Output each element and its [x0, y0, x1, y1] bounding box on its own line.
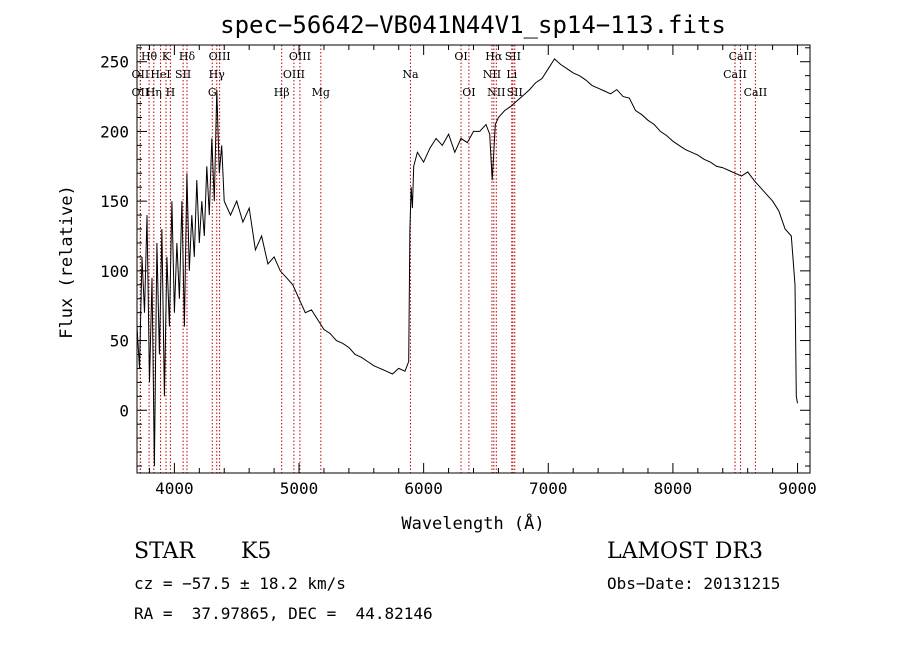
chart-title: spec−56642−VB041N44V1_sp14−113.fits: [220, 11, 726, 39]
line-label-21: NII: [487, 86, 505, 99]
line-label-2: OII: [132, 68, 150, 81]
y-tick-label-0: 0: [119, 401, 129, 420]
x-tick-label-0: 4000: [155, 479, 194, 498]
line-label-12: Hβ: [274, 86, 290, 99]
line-label-26: CaII: [729, 50, 753, 63]
line-label-0: OII: [132, 86, 150, 99]
y-tick-label-1: 50: [110, 332, 129, 351]
line-label-15: Mg: [312, 86, 330, 99]
coordinates-text: RA = 37.97865, DEC = 44.82146: [134, 604, 433, 623]
x-axis-label: Wavelength (Å): [401, 512, 544, 534]
line-label-14: OIII: [289, 50, 311, 63]
spectrum-line: [136, 58, 798, 467]
line-label-1: Hθ: [141, 50, 158, 63]
line-label-24: SII: [507, 86, 523, 99]
line-label-3: Hη: [146, 86, 162, 99]
x-tick-label-2: 6000: [404, 479, 443, 498]
spectral-line-markers: [139, 45, 756, 473]
line-label-7: SII: [175, 68, 191, 81]
line-label-25: CaII: [723, 68, 747, 81]
line-label-10: Hγ: [209, 68, 226, 81]
x-tick-label-4: 8000: [654, 479, 693, 498]
x-tick-label-5: 9000: [778, 479, 817, 498]
x-tick-label-3: 7000: [529, 479, 568, 498]
line-label-4: HeI: [150, 68, 170, 81]
line-label-17: OI: [454, 50, 467, 63]
x-tick-label-1: 5000: [280, 479, 319, 498]
object-subclass: K5: [241, 539, 272, 564]
line-label-27: CaII: [744, 86, 768, 99]
line-label-11: OIII: [209, 50, 231, 63]
line-label-5: K: [162, 50, 171, 63]
line-label-13: OIII: [283, 68, 305, 81]
y-tick-label-2: 100: [100, 262, 129, 281]
spectral-line-labels: OIIHθOIIHηHeIKHSIIHδGHγOIIIHβOIIIOIIIMgN…: [132, 50, 768, 99]
y-tick-label-3: 150: [100, 192, 129, 211]
line-label-6: H: [166, 86, 176, 99]
line-label-22: Li: [506, 68, 517, 81]
y-tick-label-5: 250: [100, 53, 129, 72]
survey-name: LAMOST DR3: [607, 539, 763, 564]
y-axis: 0 50 100 150 200 250: [100, 47, 810, 467]
line-label-19: NII: [483, 68, 501, 81]
line-label-23: SII: [505, 50, 521, 63]
line-label-9: G: [208, 86, 217, 99]
line-label-20: Hα: [485, 50, 503, 63]
line-label-18: OI: [462, 86, 475, 99]
x-axis: 4000 5000 6000 7000 8000 9000: [148, 45, 817, 498]
y-tick-label-4: 200: [100, 122, 129, 141]
line-label-8: Hδ: [179, 50, 196, 63]
redshift-text: cz = −57.5 ± 18.2 km/s: [134, 574, 346, 593]
obs-date-text: Obs−Date: 20131215: [607, 574, 781, 593]
plot-frame: [136, 44, 811, 474]
object-class: STAR: [134, 539, 195, 564]
y-axis-label: Flux (relative): [57, 185, 77, 339]
line-label-16: Na: [402, 68, 419, 81]
